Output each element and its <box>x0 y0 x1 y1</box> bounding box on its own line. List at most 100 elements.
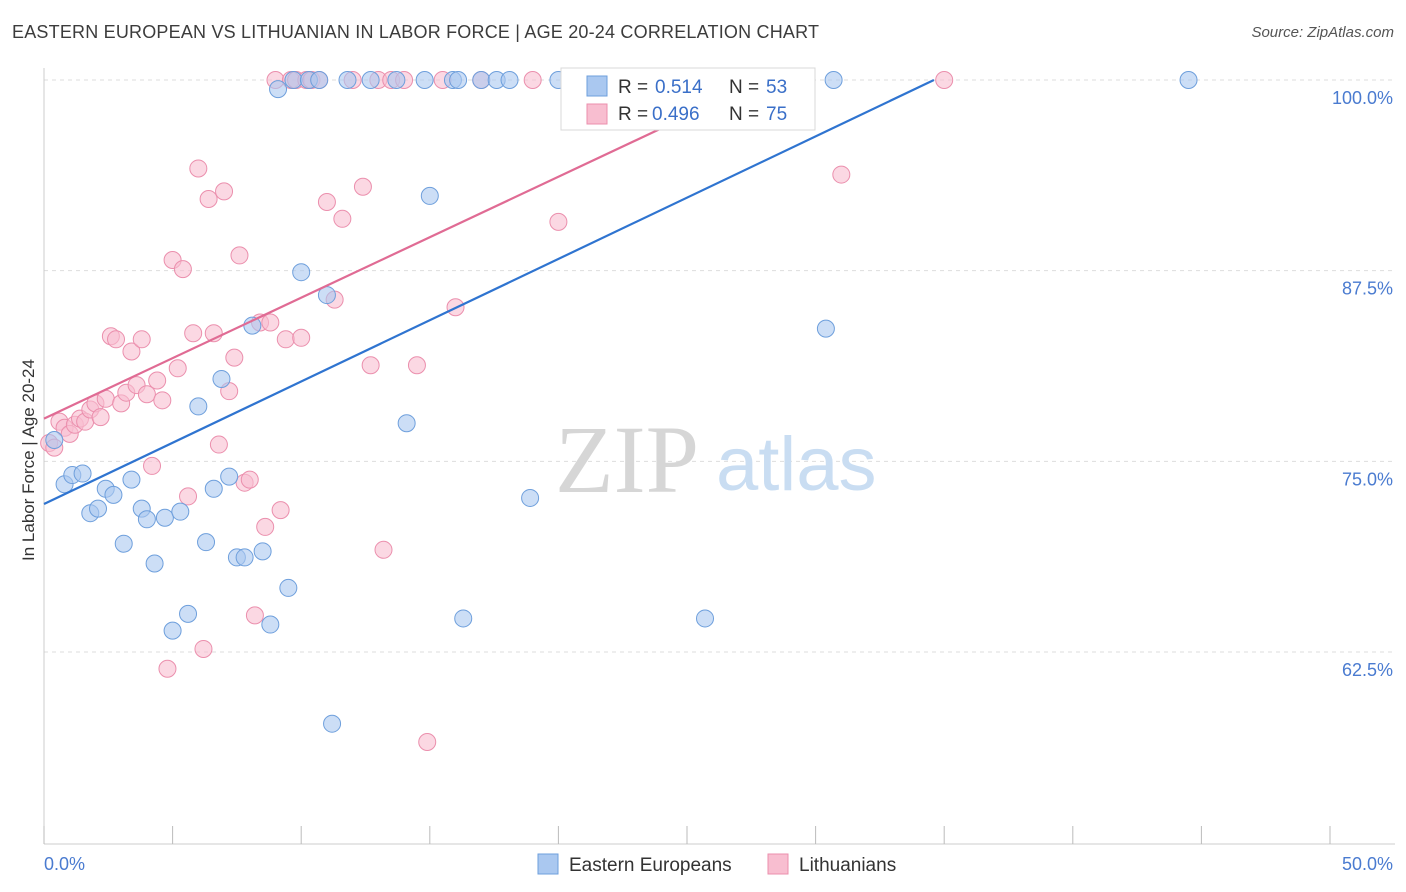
watermark-atlas: atlas <box>716 422 877 507</box>
eastern-europeans-point <box>104 485 123 504</box>
lithuanians-point <box>245 606 264 625</box>
lithuanians-point <box>240 470 259 489</box>
series-eastern-europeans <box>45 71 1198 733</box>
eastern-europeans-point <box>415 71 434 89</box>
eastern-europeans-point <box>387 71 406 89</box>
lithuanians-point <box>374 540 393 559</box>
bottom-legend-label-0: Eastern Europeans <box>569 855 732 876</box>
eastern-europeans-point <box>500 71 519 89</box>
eastern-europeans-point <box>279 578 298 597</box>
lithuanians-point <box>137 385 156 404</box>
trend-lines <box>43 79 935 506</box>
eastern-europeans-point <box>155 508 174 527</box>
x-tick-label-max: 50.0% <box>1342 854 1393 874</box>
eastern-europeans-point <box>454 609 473 628</box>
bottom-legend-label-1: Lithuanians <box>799 855 896 876</box>
eastern-europeans-point <box>89 499 108 518</box>
eastern-europeans-point <box>212 369 231 388</box>
legend-r-value-1: 0.496 <box>652 104 700 125</box>
eastern-europeans-point <box>189 397 208 416</box>
eastern-europeans-point <box>521 488 540 507</box>
y-axis-title: In Labor Force | Age 20-24 <box>19 359 38 561</box>
y-tick-label-0: 62.5% <box>1342 660 1393 680</box>
lithuanians-point <box>418 732 437 751</box>
lithuanians-point <box>832 165 851 184</box>
eastern-europeans-point <box>292 263 311 282</box>
legend-n-label-1: N = <box>729 104 759 125</box>
eastern-europeans-point <box>449 71 468 89</box>
trend-line-eastern-europeans <box>43 79 935 506</box>
legend-swatch-pink <box>586 103 608 125</box>
lithuanians-point <box>215 182 234 201</box>
watermark: ZIP atlas <box>555 406 877 513</box>
legend-r-label-0: R = <box>618 77 648 98</box>
lithuanians-point <box>317 193 336 212</box>
x-tick-label-min: 0.0% <box>44 854 85 874</box>
eastern-europeans-point <box>816 319 835 338</box>
eastern-europeans-point <box>253 542 272 561</box>
eastern-europeans-point <box>235 548 254 567</box>
eastern-europeans-point <box>73 464 92 483</box>
eastern-europeans-point <box>204 479 223 498</box>
axes <box>43 68 1395 845</box>
bottom-legend-swatch-blue <box>537 853 559 875</box>
lithuanians-point <box>143 456 162 475</box>
eastern-europeans-point <box>284 71 303 89</box>
eastern-europeans-point <box>361 71 380 89</box>
eastern-europeans-point <box>472 71 491 89</box>
eastern-europeans-point <box>310 71 329 89</box>
lithuanians-point <box>189 159 208 178</box>
eastern-europeans-point <box>269 80 288 99</box>
legend-r-label-1: R = <box>618 104 648 125</box>
eastern-europeans-point <box>220 467 239 486</box>
lithuanians-point <box>122 342 141 361</box>
eastern-europeans-point <box>137 510 156 529</box>
stats-legend: R = 0.514 N = 53 R = 0.496 N = 75 <box>560 67 816 131</box>
lithuanians-point <box>184 324 203 343</box>
lithuanians-point <box>225 348 244 367</box>
lithuanians-point <box>261 313 280 332</box>
lithuanians-point <box>179 487 198 506</box>
lithuanians-point <box>158 659 177 678</box>
lithuanians-point <box>333 209 352 228</box>
lithuanians-point <box>209 435 228 454</box>
lithuanians-point <box>153 391 172 410</box>
lithuanians-point <box>256 517 275 536</box>
lithuanians-point <box>292 328 311 347</box>
chart-title: EASTERN EUROPEAN VS LITHUANIAN IN LABOR … <box>12 22 820 42</box>
y-tick-label-1: 75.0% <box>1342 469 1393 489</box>
lithuanians-point <box>148 371 167 390</box>
eastern-europeans-point <box>824 71 843 89</box>
eastern-europeans-point <box>171 502 190 521</box>
eastern-europeans-point <box>420 186 439 205</box>
lithuanians-point <box>107 330 126 349</box>
lithuanians-point <box>353 177 372 196</box>
lithuanians-point <box>230 246 249 265</box>
lithuanians-point <box>271 501 290 520</box>
eastern-europeans-point <box>179 604 198 623</box>
eastern-europeans-point <box>261 615 280 634</box>
eastern-europeans-point <box>114 534 133 553</box>
legend-n-value-0: 53 <box>766 77 787 98</box>
eastern-europeans-point <box>338 71 357 89</box>
lithuanians-point <box>132 330 151 349</box>
lithuanians-point <box>199 189 218 208</box>
eastern-europeans-point <box>696 609 715 628</box>
lithuanians-point <box>549 212 568 231</box>
lithuanians-point <box>194 639 213 658</box>
bottom-legend: Eastern Europeans Lithuanians <box>537 853 896 876</box>
eastern-europeans-point <box>45 430 64 449</box>
trend-line-lithuanians <box>43 79 765 420</box>
y-tick-label-3: 100.0% <box>1332 88 1393 108</box>
legend-r-value-0: 0.514 <box>655 77 703 98</box>
eastern-europeans-point <box>323 714 342 733</box>
lithuanians-point <box>276 330 295 349</box>
series-lithuanians <box>40 71 954 751</box>
lithuanians-point <box>407 356 426 375</box>
eastern-europeans-point <box>197 533 216 552</box>
lithuanians-point <box>935 71 954 89</box>
watermark-zip: ZIP <box>555 406 699 513</box>
eastern-europeans-point <box>1179 71 1198 89</box>
legend-n-value-1: 75 <box>766 104 787 125</box>
